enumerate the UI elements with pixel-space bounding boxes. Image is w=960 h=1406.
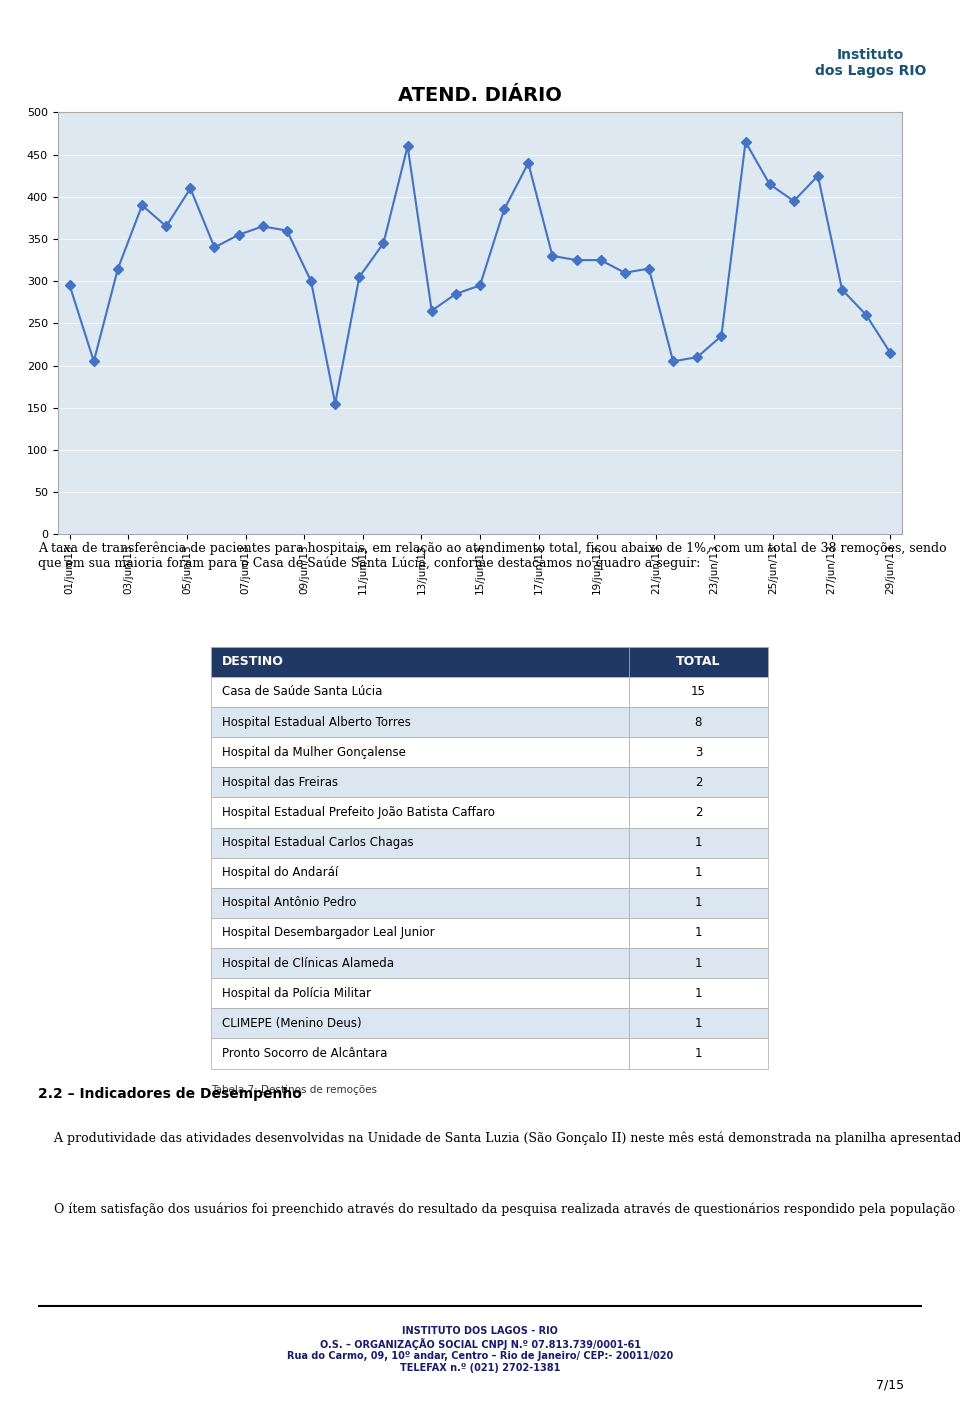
Text: Hospital Estadual Carlos Chagas: Hospital Estadual Carlos Chagas — [223, 837, 414, 849]
FancyBboxPatch shape — [211, 768, 629, 797]
Text: Hospital da Polícia Militar: Hospital da Polícia Militar — [223, 987, 372, 1000]
Text: Hospital Estadual Prefeito João Batista Caffaro: Hospital Estadual Prefeito João Batista … — [223, 806, 495, 818]
Text: 1: 1 — [695, 897, 702, 910]
FancyBboxPatch shape — [211, 979, 629, 1008]
Text: 1: 1 — [695, 837, 702, 849]
Text: 3: 3 — [695, 745, 702, 759]
Text: 15: 15 — [691, 686, 706, 699]
Text: TOTAL: TOTAL — [676, 655, 721, 668]
FancyBboxPatch shape — [629, 828, 768, 858]
FancyBboxPatch shape — [629, 676, 768, 707]
Text: INSTITUTO DOS LAGOS - RIO
O.S. – ORGANIZAÇÃO SOCIAL CNPJ N.º 07.813.739/0001-61
: INSTITUTO DOS LAGOS - RIO O.S. – ORGANIZ… — [287, 1326, 673, 1372]
Text: Hospital da Mulher Gonçalense: Hospital da Mulher Gonçalense — [223, 745, 406, 759]
FancyBboxPatch shape — [629, 858, 768, 887]
Text: 2: 2 — [695, 776, 702, 789]
FancyBboxPatch shape — [211, 737, 629, 768]
Text: A produtividade das atividades desenvolvidas na Unidade de Santa Luzia (São Gonç: A produtividade das atividades desenvolv… — [38, 1132, 960, 1146]
FancyBboxPatch shape — [629, 979, 768, 1008]
FancyBboxPatch shape — [629, 948, 768, 979]
Text: 1: 1 — [695, 1017, 702, 1029]
Text: A taxa de transferência de pacientes para hospitais, em relação ao atendimento t: A taxa de transferência de pacientes par… — [38, 541, 947, 571]
FancyBboxPatch shape — [211, 676, 629, 707]
FancyBboxPatch shape — [629, 1039, 768, 1069]
FancyBboxPatch shape — [211, 948, 629, 979]
FancyBboxPatch shape — [629, 918, 768, 948]
Text: O ítem satisfação dos usuários foi preenchido através do resultado da pesquisa r: O ítem satisfação dos usuários foi preen… — [38, 1202, 960, 1216]
FancyBboxPatch shape — [211, 1039, 629, 1069]
FancyBboxPatch shape — [211, 797, 629, 828]
Text: 1: 1 — [695, 956, 702, 970]
Text: 2: 2 — [695, 806, 702, 818]
Text: Instituto
dos Lagos RIO: Instituto dos Lagos RIO — [815, 48, 926, 79]
Text: Casa de Saúde Santa Lúcia: Casa de Saúde Santa Lúcia — [223, 686, 383, 699]
Text: 1: 1 — [695, 866, 702, 879]
Text: Hospital Estadual Alberto Torres: Hospital Estadual Alberto Torres — [223, 716, 411, 728]
Text: Hospital Antônio Pedro: Hospital Antônio Pedro — [223, 897, 357, 910]
FancyBboxPatch shape — [629, 707, 768, 737]
Title: ATEND. DIÁRIO: ATEND. DIÁRIO — [398, 86, 562, 105]
FancyBboxPatch shape — [211, 647, 629, 676]
Text: 1: 1 — [695, 1047, 702, 1060]
Text: 8: 8 — [695, 716, 702, 728]
FancyBboxPatch shape — [211, 1008, 629, 1039]
Text: Pronto Socorro de Alcântara: Pronto Socorro de Alcântara — [223, 1047, 388, 1060]
FancyBboxPatch shape — [211, 858, 629, 887]
FancyBboxPatch shape — [211, 887, 629, 918]
FancyBboxPatch shape — [629, 887, 768, 918]
FancyBboxPatch shape — [629, 797, 768, 828]
Text: Hospital Desembargador Leal Junior: Hospital Desembargador Leal Junior — [223, 927, 435, 939]
FancyBboxPatch shape — [211, 828, 629, 858]
Text: Hospital de Clínicas Alameda: Hospital de Clínicas Alameda — [223, 956, 395, 970]
Text: 1: 1 — [695, 927, 702, 939]
FancyBboxPatch shape — [629, 768, 768, 797]
FancyBboxPatch shape — [211, 707, 629, 737]
Text: CLIMEPE (Menino Deus): CLIMEPE (Menino Deus) — [223, 1017, 362, 1029]
Text: 2.2 – Indicadores de Desempenho: 2.2 – Indicadores de Desempenho — [38, 1087, 302, 1101]
Text: Hospital das Freiras: Hospital das Freiras — [223, 776, 339, 789]
FancyBboxPatch shape — [629, 1008, 768, 1039]
Text: 7/15: 7/15 — [876, 1378, 904, 1392]
FancyBboxPatch shape — [629, 737, 768, 768]
Text: Hospital do Andaráí: Hospital do Andaráí — [223, 866, 339, 879]
Text: Tabela 7: Destinos de remoções: Tabela 7: Destinos de remoções — [211, 1085, 377, 1095]
FancyBboxPatch shape — [629, 647, 768, 676]
Text: 1: 1 — [695, 987, 702, 1000]
FancyBboxPatch shape — [211, 918, 629, 948]
Text: DESTINO: DESTINO — [223, 655, 284, 668]
